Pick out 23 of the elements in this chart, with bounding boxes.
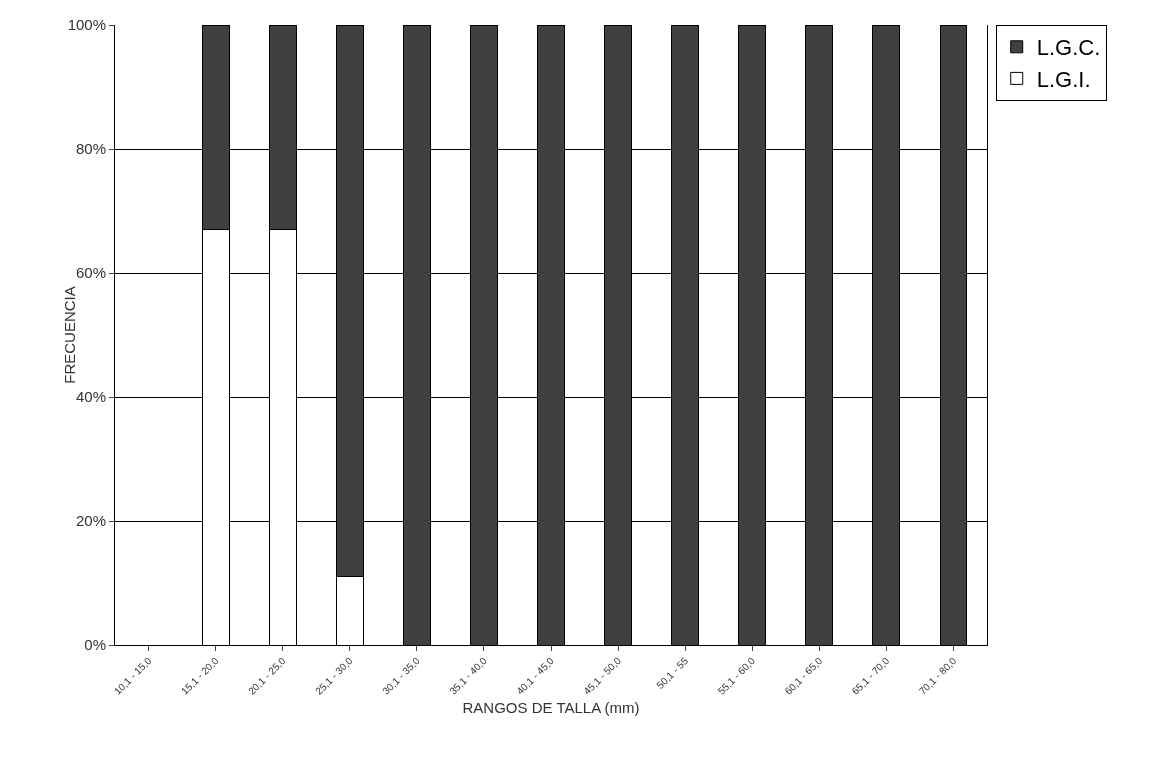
x-tick-label: 10,1 - 15,0 [111,654,154,697]
x-tick-label: 65,1 - 70,0 [849,654,892,697]
y-tick-label: 100% [67,16,106,34]
x-tick-label: 45,1 - 50,0 [581,654,624,697]
x-tick-label: 25,1 - 30,0 [313,654,356,697]
y-tick-label: 40% [75,388,106,406]
x-axis-title: RANGOS DE TALLA (mm) [462,698,640,716]
x-tick-label: 50,1 - 55 [654,654,691,691]
x-tick-label: 20,1 - 25,0 [246,654,288,697]
x-tick-label: 30,1 - 35,0 [380,654,423,697]
x-tick-label: 40,1 - 45,0 [514,654,557,697]
y-tick-label: 60% [75,264,106,282]
legend-label: L.G.C. [1036,35,1101,61]
x-tick-label: 55,1 - 60,0 [715,654,758,697]
y-tick-label: 80% [75,140,106,158]
x-tick-label: 35,1 - 40,0 [447,654,490,697]
y-tick-label: 20% [75,512,106,530]
x-tick-label: 60,1 - 65,0 [782,654,825,697]
legend-label: L.G.I. [1036,66,1091,92]
y-axis-title: FRECUENCIA [61,286,78,384]
x-tick-label: 15,1 - 20,0 [178,654,221,697]
y-tick-label: 0% [84,636,106,654]
x-tick-label: 70,1 - 80,0 [916,654,959,697]
